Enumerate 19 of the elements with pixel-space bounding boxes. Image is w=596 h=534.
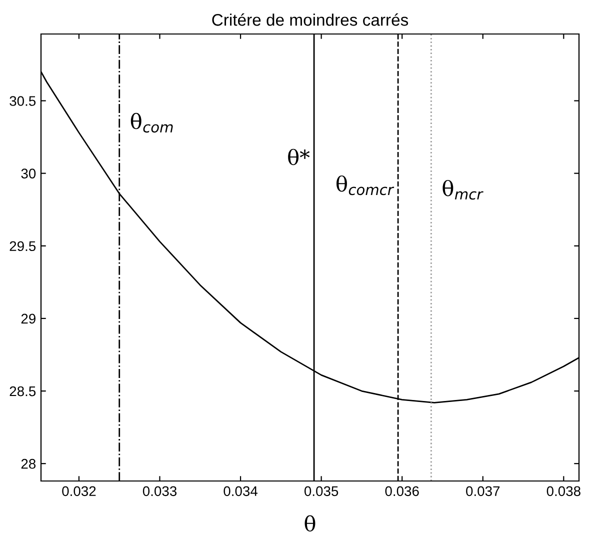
- x-tick-label: 0.036: [385, 486, 419, 496]
- x-tick-label: 0.037: [466, 486, 500, 496]
- ref-line-label: θ$_{mcr}$: [442, 180, 484, 200]
- y-tick-label: 30.5: [10, 96, 36, 106]
- ref-line-label: θ$_{com}$: [130, 112, 173, 133]
- x-tick-label: 0.035: [304, 486, 338, 496]
- x-tick-label: 0.033: [142, 486, 177, 496]
- y-tick-label: 30: [21, 168, 36, 178]
- x-tick-label: 0.038: [546, 486, 580, 496]
- ref-line-label: θ*: [288, 148, 310, 166]
- y-tick-label: 28: [21, 458, 36, 469]
- x-axis-title: θ: [304, 515, 316, 532]
- x-tick-label: 0.032: [62, 486, 96, 496]
- y-tick-label: 29.5: [10, 241, 36, 252]
- y-tick-label: 29: [21, 314, 36, 324]
- y-tick-label: 28.5: [10, 386, 36, 396]
- x-tick-label: 0.034: [224, 486, 258, 496]
- chart-title: Critére de moindres carrés: [212, 13, 408, 26]
- ref-line-label: θ$_{comcr}$: [336, 175, 394, 196]
